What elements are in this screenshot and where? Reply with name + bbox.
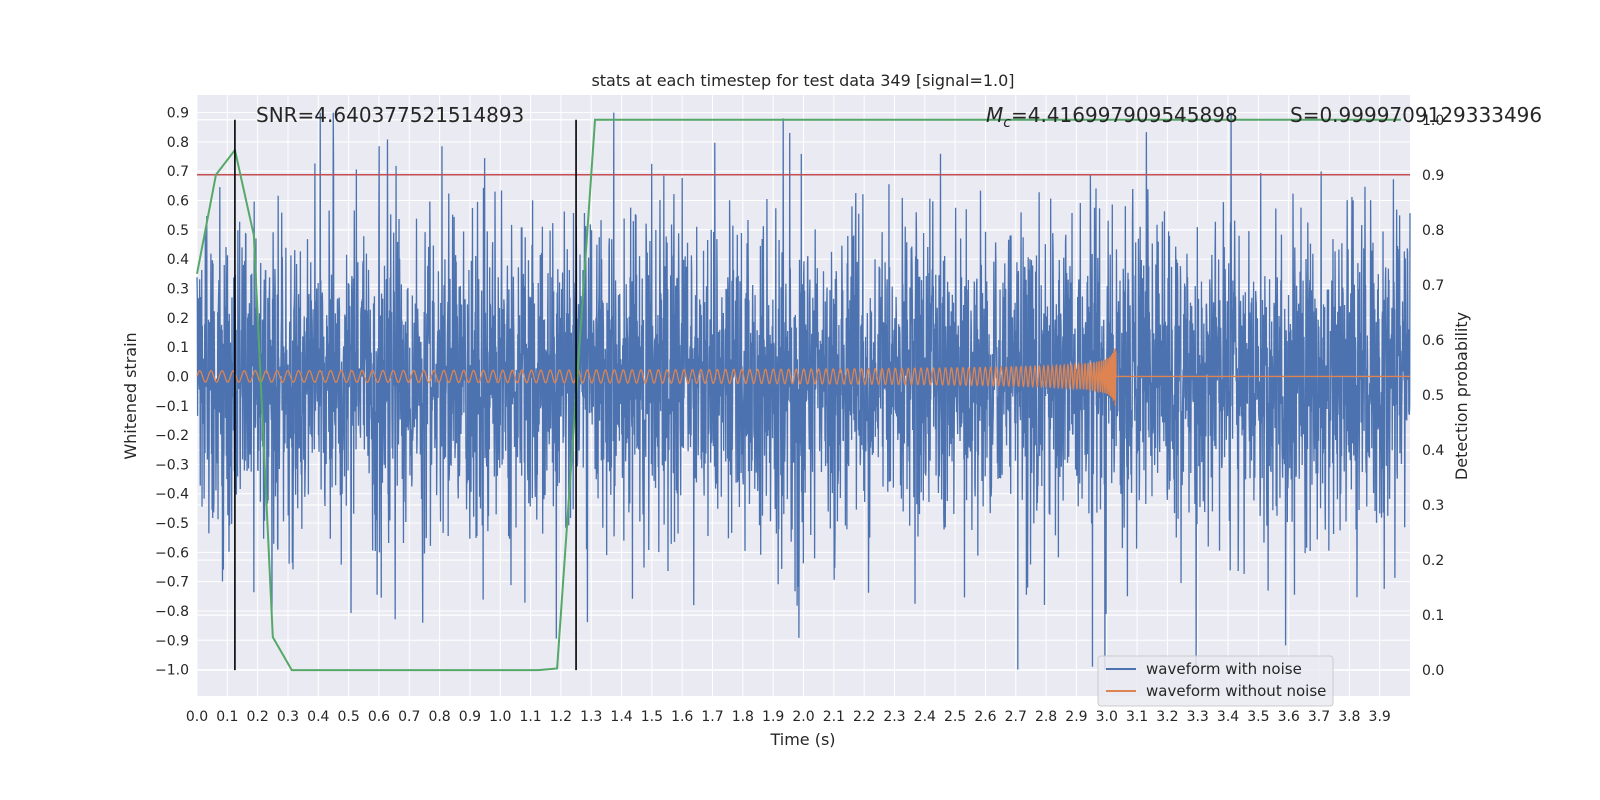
x-tick-label: 1.2 — [550, 709, 572, 725]
x-tick-label: 2.0 — [792, 709, 814, 725]
y-tick-label: −0.6 — [155, 545, 189, 561]
s-annotation: S=0.9999709129333496 — [1290, 103, 1542, 127]
x-tick-label: 1.5 — [641, 709, 663, 725]
x-tick-label: 1.8 — [732, 709, 754, 725]
y2-tick-label: 0.9 — [1422, 168, 1444, 184]
clean-waveform-line — [196, 348, 1410, 406]
y-tick-label: 0.9 — [167, 106, 189, 122]
x-tick-label: 2.1 — [823, 709, 845, 725]
y2-axis-label: Detection probability — [1452, 312, 1471, 480]
chart-title: stats at each timestep for test data 349… — [591, 71, 1014, 90]
y-tick-label: −0.3 — [155, 457, 189, 473]
y-tick-label: −1.0 — [155, 663, 189, 679]
mc-symbol: M — [986, 103, 1003, 127]
series-waveform-without-noise — [196, 348, 1410, 406]
x-tick-label: 2.2 — [853, 709, 875, 725]
x-tick-label: 0.7 — [398, 709, 420, 725]
y2-tick-label: 0.5 — [1422, 388, 1444, 404]
legend-box — [1097, 655, 1334, 707]
series-detection-probability — [196, 118, 1401, 672]
y2-tick-label: 0.8 — [1422, 223, 1444, 239]
x-tick-label: 0.2 — [247, 709, 269, 725]
y-tick-labels: 0.9 0.8 0.7 0.6 0.5 0.4 0.3 0.2 0.1 0.0 −0.1 −0.2 −0… — [155, 106, 189, 679]
vertical-markers — [234, 119, 577, 671]
x-tick-label: 2.8 — [1035, 709, 1057, 725]
mc-subscript: c — [1003, 115, 1011, 131]
y-tick-label: −0.7 — [155, 575, 189, 591]
x-tick-label: 0.3 — [277, 709, 299, 725]
mc-value: =4.416997909545898 — [1011, 103, 1238, 127]
y-tick-label: 0.0 — [167, 369, 189, 385]
x-tick-label: 3.5 — [1247, 709, 1269, 725]
y2-tick-label: 0.6 — [1422, 333, 1444, 349]
legend-label-noise: waveform with noise — [1146, 660, 1302, 678]
y-tick-label: 0.8 — [167, 135, 189, 151]
probability-line — [196, 118, 1401, 672]
x-tick-label: 0.0 — [186, 709, 208, 725]
x-axis-label: Time (s) — [769, 730, 835, 749]
mc-annotation: Mc=4.416997909545898 — [986, 103, 1238, 131]
x-tick-label: 2.5 — [944, 709, 966, 725]
y2-tick-labels: 1.0 0.9 0.8 0.7 0.6 0.5 0.4 0.3 0.2 0.1 0.0 — [1422, 113, 1444, 679]
legend-label-clean: waveform without noise — [1146, 682, 1326, 700]
y-tick-label: −0.5 — [155, 516, 189, 532]
x-tick-label: 0.4 — [307, 709, 329, 725]
y-tick-label: 0.2 — [167, 311, 189, 327]
y-tick-label: −0.9 — [155, 633, 189, 649]
x-tick-label: 0.8 — [428, 709, 450, 725]
series-waveform-with-noise — [196, 112, 1411, 670]
y-tick-label: 0.4 — [167, 252, 189, 268]
x-tick-label: 0.5 — [337, 709, 359, 725]
snr-annotation: SNR=4.640377521514893 — [256, 103, 524, 127]
y-tick-label: 0.6 — [167, 194, 189, 210]
y-tick-label: −0.4 — [155, 487, 189, 503]
x-tick-label: 3.9 — [1369, 709, 1391, 725]
x-tick-label: 3.1 — [1126, 709, 1148, 725]
y2-tick-label: 0.0 — [1422, 663, 1444, 679]
y-tick-label: 0.5 — [167, 223, 189, 239]
y2-tick-label: 0.4 — [1422, 443, 1444, 459]
x-tick-label: 1.0 — [489, 709, 511, 725]
x-tick-label: 2.9 — [1065, 709, 1087, 725]
y-tick-label: −0.1 — [155, 399, 189, 415]
x-tick-label: 0.6 — [368, 709, 390, 725]
x-tick-label: 3.8 — [1338, 709, 1360, 725]
y2-tick-label: 1.0 — [1422, 113, 1444, 129]
y2-tick-label: 0.7 — [1422, 278, 1444, 294]
x-tick-label: 1.3 — [580, 709, 602, 725]
x-tick-label: 3.6 — [1278, 709, 1300, 725]
x-tick-labels: 0.0 0.1 0.2 0.3 0.4 0.5 0.6 0.7 0.8 0.9 1.0 1.1 1.2 1… — [186, 709, 1391, 725]
x-tick-label: 0.1 — [216, 709, 238, 725]
x-tick-label: 2.3 — [883, 709, 905, 725]
y-axis-label: Whitened strain — [121, 332, 140, 459]
x-tick-label: 1.4 — [610, 709, 632, 725]
y-tick-label: −0.8 — [155, 604, 189, 620]
x-tick-label: 1.6 — [671, 709, 693, 725]
y2-tick-label: 0.1 — [1422, 608, 1444, 624]
x-tick-label: 3.7 — [1308, 709, 1330, 725]
y-tick-label: 0.7 — [167, 164, 189, 180]
y-tick-label: 0.1 — [167, 340, 189, 356]
y2-tick-label: 0.3 — [1422, 498, 1444, 514]
x-tick-label: 1.1 — [519, 709, 541, 725]
x-tick-label: 2.6 — [974, 709, 996, 725]
x-tick-label: 3.2 — [1156, 709, 1178, 725]
y2-tick-label: 0.2 — [1422, 553, 1444, 569]
x-tick-label: 3.0 — [1096, 709, 1118, 725]
x-tick-label: 1.9 — [762, 709, 784, 725]
y-tick-label: −0.2 — [155, 428, 189, 444]
x-tick-label: 2.4 — [914, 709, 936, 725]
x-tick-label: 1.7 — [701, 709, 723, 725]
x-tick-label: 0.9 — [459, 709, 481, 725]
x-tick-label: 2.7 — [1005, 709, 1027, 725]
y-tick-label: 0.3 — [167, 281, 189, 297]
x-tick-label: 3.3 — [1187, 709, 1209, 725]
x-tick-label: 3.4 — [1217, 709, 1239, 725]
legend: waveform with noise waveform without noi… — [1097, 655, 1334, 707]
noise-waveform-line — [196, 112, 1411, 670]
